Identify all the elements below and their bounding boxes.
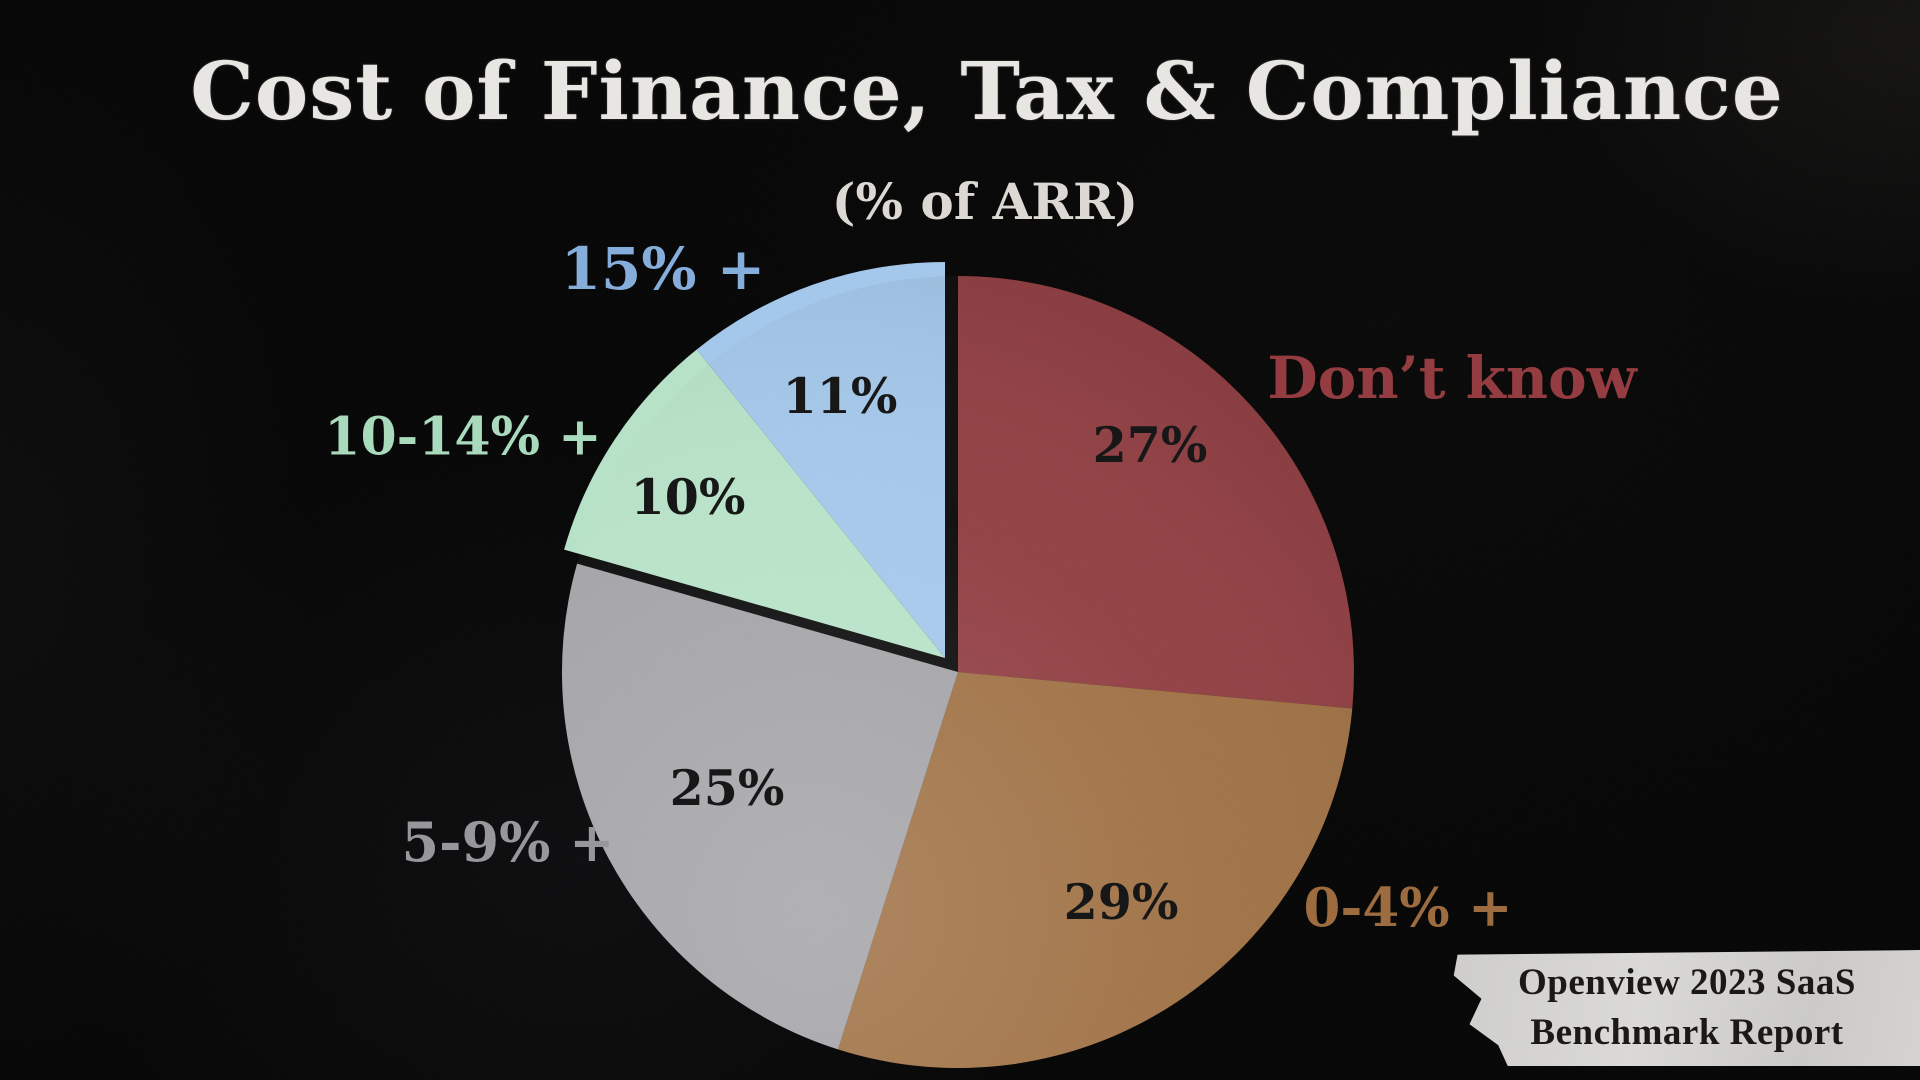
slice-label-dont-know: Don’t know: [1267, 344, 1637, 412]
slice-value-0-4: 29%: [1063, 873, 1179, 931]
pie-slices-group: [561, 262, 1354, 1069]
slice-value-10-14: 10%: [630, 468, 746, 526]
slice-label-10-14: 10-14% +: [324, 406, 602, 468]
slice-label-5-9: 5-9% +: [401, 810, 615, 874]
slice-value-5-9: 25%: [669, 759, 785, 817]
slice-value-dont-know: 27%: [1092, 416, 1208, 474]
slice-label-0-4: 0-4% +: [1303, 877, 1513, 939]
slice-label-15-plus: 15% +: [560, 235, 766, 303]
pie-lighting-overlay: [562, 276, 1354, 1068]
source-attribution: Openview 2023 SaaS Benchmark Report: [1453, 950, 1920, 1066]
source-line-2: Benchmark Report: [1530, 1012, 1844, 1053]
slice-value-15-plus: 11%: [782, 367, 898, 425]
source-line-1: Openview 2023 SaaS: [1518, 962, 1856, 1003]
